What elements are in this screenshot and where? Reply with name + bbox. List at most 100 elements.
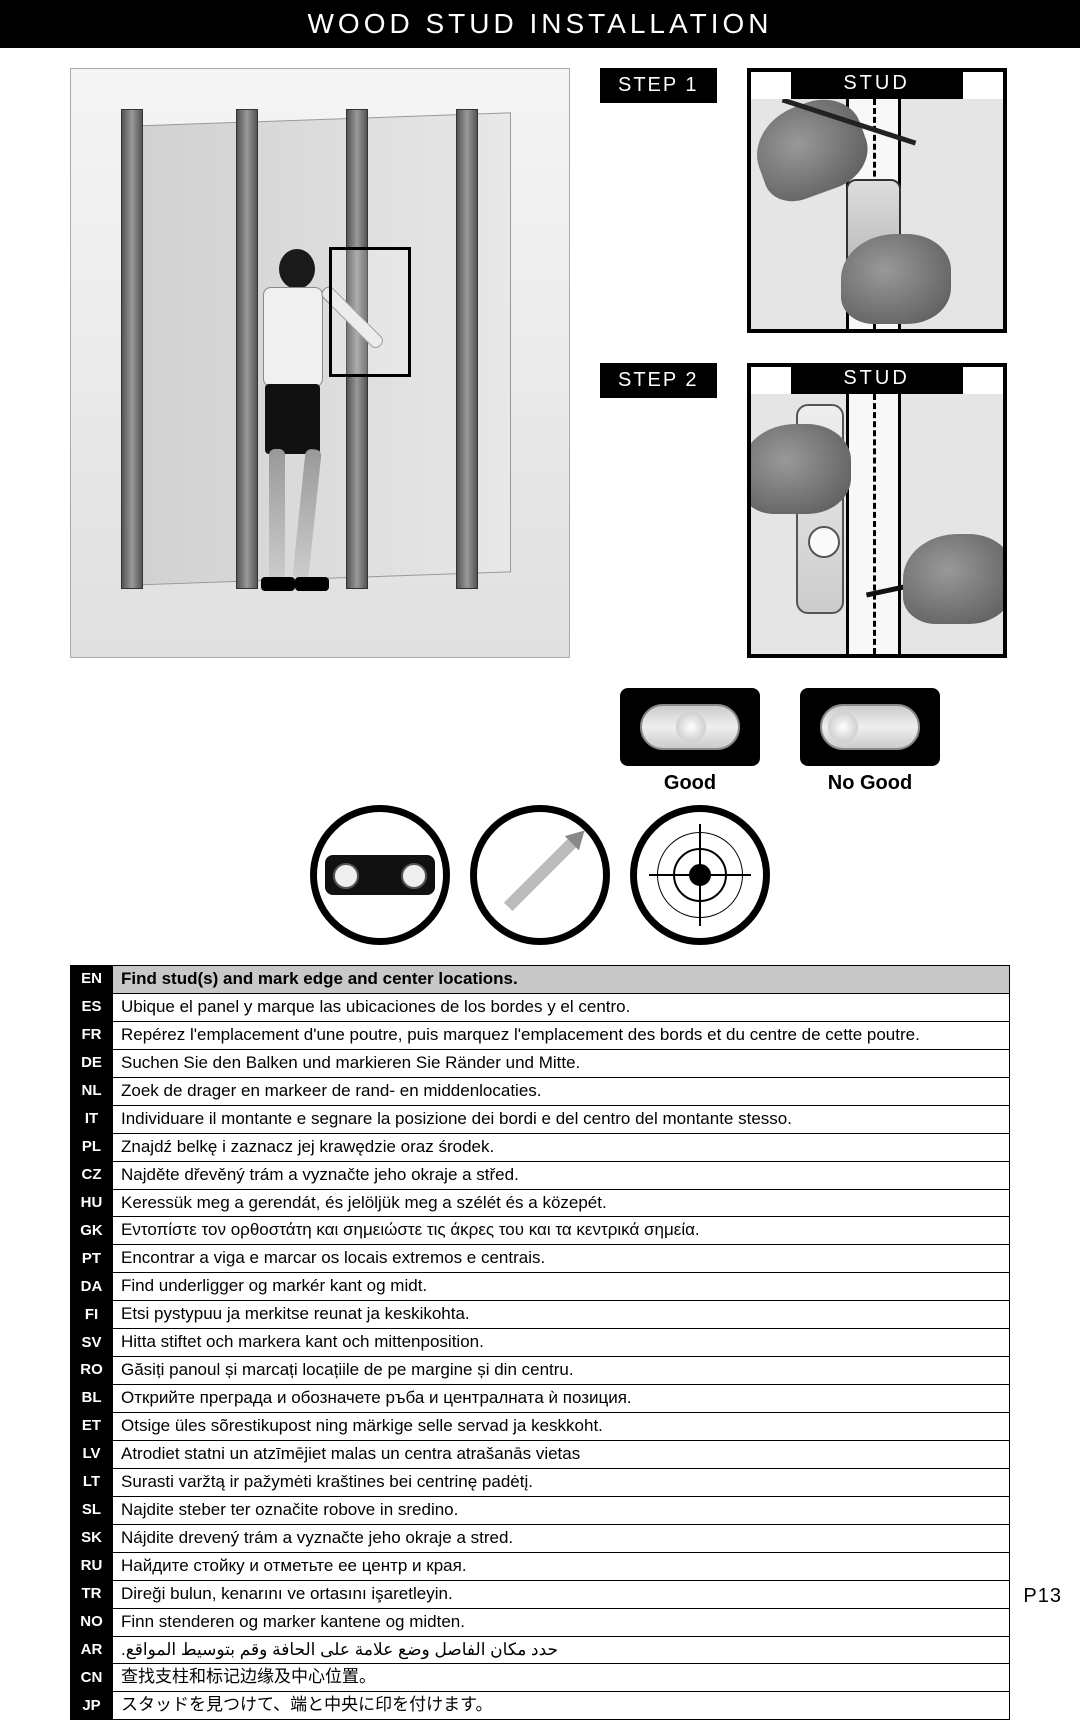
- main-illustration: [70, 68, 570, 658]
- lang-text: حدد مكان الفاصل وضع علامة على الحافة وقم…: [113, 1636, 1010, 1664]
- nogood-example: No Good: [800, 688, 940, 795]
- table-row: DAFind underligger og markér kant og mid…: [71, 1273, 1010, 1301]
- lang-text: Individuare il montante e segnare la pos…: [113, 1105, 1010, 1133]
- lang-text: Открийте преграда и обозначете ръба и це…: [113, 1385, 1010, 1413]
- lang-text: Otsige üles sõrestikupost ning märkige s…: [113, 1413, 1010, 1441]
- step-2-label: STEP 2: [600, 363, 717, 398]
- step-2-block: STEP 2 STUD: [600, 363, 1010, 658]
- lang-code: CZ: [71, 1161, 113, 1189]
- good-nogood-row: Good No Good: [620, 688, 1010, 795]
- lang-code: AR: [71, 1636, 113, 1664]
- table-row: ARحدد مكان الفاصل وضع علامة على الحافة و…: [71, 1636, 1010, 1664]
- lang-code: DA: [71, 1273, 113, 1301]
- lang-code: DE: [71, 1049, 113, 1077]
- translations-table: ENFind stud(s) and mark edge and center …: [70, 965, 1010, 1720]
- lang-code: SV: [71, 1329, 113, 1357]
- page-title: WOOD STUD INSTALLATION: [308, 8, 773, 39]
- table-row: LTSurasti varžtą ir pažymėti kraštines b…: [71, 1468, 1010, 1496]
- lang-text: Zoek de drager en markeer de rand- en mi…: [113, 1077, 1010, 1105]
- page-title-bar: WOOD STUD INSTALLATION: [0, 0, 1080, 48]
- page-number: P13: [1023, 1585, 1062, 1608]
- lang-code: LV: [71, 1440, 113, 1468]
- lang-code: SL: [71, 1496, 113, 1524]
- lang-text: Hitta stiftet och markera kant och mitte…: [113, 1329, 1010, 1357]
- lang-code: GK: [71, 1217, 113, 1245]
- lang-code: NL: [71, 1077, 113, 1105]
- lang-text: Nájdite drevený trám a vyznačte jeho okr…: [113, 1524, 1010, 1552]
- lang-code: HU: [71, 1189, 113, 1217]
- lang-text: Ubique el panel y marque las ubicaciones…: [113, 993, 1010, 1021]
- lang-code: JP: [71, 1692, 113, 1720]
- table-row: ROGăsiți panoul și marcați locațiile de …: [71, 1357, 1010, 1385]
- table-row: HUKeressük meg a gerendát, és jelöljük m…: [71, 1189, 1010, 1217]
- lang-code: PT: [71, 1245, 113, 1273]
- table-row: PLZnajdź belkę i zaznacz jej krawędzie o…: [71, 1133, 1010, 1161]
- lang-code: RU: [71, 1552, 113, 1580]
- table-row: FIEtsi pystypuu ja merkitse reunat ja ke…: [71, 1301, 1010, 1329]
- lang-code: CN: [71, 1664, 113, 1692]
- table-row: ETOtsige üles sõrestikupost ning märkige…: [71, 1413, 1010, 1441]
- tool-icons-row: [70, 805, 1010, 945]
- lang-code: PL: [71, 1133, 113, 1161]
- zoom-indicator-box: [329, 247, 411, 377]
- good-example: Good: [620, 688, 760, 795]
- table-row: SKNájdite drevený trám a vyznačte jeho o…: [71, 1524, 1010, 1552]
- lang-code: IT: [71, 1105, 113, 1133]
- lang-code: LT: [71, 1468, 113, 1496]
- table-row: FRRepérez l'emplacement d'une poutre, pu…: [71, 1021, 1010, 1049]
- lang-code: RO: [71, 1357, 113, 1385]
- step-2-stud-box: STUD: [747, 363, 1007, 658]
- table-row: CN查找支柱和标记边缘及中心位置。: [71, 1664, 1010, 1692]
- step-1-label: STEP 1: [600, 68, 717, 103]
- lang-text: Find underligger og markér kant og midt.: [113, 1273, 1010, 1301]
- lang-text: Εντοπίστε τον ορθοστάτη και σημειώστε τι…: [113, 1217, 1010, 1245]
- table-row: ESUbique el panel y marque las ubicacion…: [71, 993, 1010, 1021]
- lang-code: FI: [71, 1301, 113, 1329]
- lang-code: TR: [71, 1580, 113, 1608]
- table-row: PTEncontrar a viga e marcar os locais ex…: [71, 1245, 1010, 1273]
- lang-text: Najdite steber ter označite robove in sr…: [113, 1496, 1010, 1524]
- stud-header-2: STUD: [791, 363, 963, 394]
- good-label: Good: [620, 772, 760, 795]
- steps-column: STEP 1 STUD STEP 2: [600, 68, 1010, 795]
- upper-illustration-row: STEP 1 STUD STEP 2: [70, 68, 1010, 795]
- lang-text: Znajdź belkę i zaznacz jej krawędzie ora…: [113, 1133, 1010, 1161]
- lang-text: Keressük meg a gerendát, és jelöljük meg…: [113, 1189, 1010, 1217]
- table-row: ITIndividuare il montante e segnare la p…: [71, 1105, 1010, 1133]
- lang-text: スタッドを見つけて、端と中央に印を付けます。: [113, 1692, 1010, 1720]
- table-row: JPスタッドを見つけて、端と中央に印を付けます。: [71, 1692, 1010, 1720]
- lang-code: EN: [71, 966, 113, 994]
- page-content: STEP 1 STUD STEP 2: [0, 48, 1080, 1720]
- lang-text: Find stud(s) and mark edge and center lo…: [113, 966, 1010, 994]
- lang-code: ET: [71, 1413, 113, 1441]
- step-2-illustration: [751, 394, 1003, 654]
- lang-code: ES: [71, 993, 113, 1021]
- lang-text: 查找支柱和标记边缘及中心位置。: [113, 1664, 1010, 1692]
- table-row: SLNajdite steber ter označite robove in …: [71, 1496, 1010, 1524]
- table-row: CZNajděte dřevěný trám a vyznačte jeho o…: [71, 1161, 1010, 1189]
- table-row: BLОткрийте преграда и обозначете ръба и …: [71, 1385, 1010, 1413]
- table-row: NOFinn stenderen og marker kantene og mi…: [71, 1608, 1010, 1636]
- person-illustration: [231, 249, 341, 609]
- bubble-level-good-icon: [620, 688, 760, 766]
- lang-text: Surasti varžtą ir pažymėti kraštines bei…: [113, 1468, 1010, 1496]
- step-1-illustration: [751, 99, 1003, 329]
- lang-code: BL: [71, 1385, 113, 1413]
- step-1-block: STEP 1 STUD: [600, 68, 1010, 333]
- lang-text: Finn stenderen og marker kantene og midt…: [113, 1608, 1010, 1636]
- pencil-tool-icon: [470, 805, 610, 945]
- lang-code: SK: [71, 1524, 113, 1552]
- table-row: NLZoek de drager en markeer de rand- en …: [71, 1077, 1010, 1105]
- table-row: TRDireği bulun, kenarını ve ortasını işa…: [71, 1580, 1010, 1608]
- table-row: LVAtrodiet statni un atzīmējiet malas un…: [71, 1440, 1010, 1468]
- lang-text: Etsi pystypuu ja merkitse reunat ja kesk…: [113, 1301, 1010, 1329]
- lang-text: Encontrar a viga e marcar os locais extr…: [113, 1245, 1010, 1273]
- lang-text: Repérez l'emplacement d'une poutre, puis…: [113, 1021, 1010, 1049]
- step-1-stud-box: STUD: [747, 68, 1007, 333]
- lang-text: Direği bulun, kenarını ve ortasını işare…: [113, 1580, 1010, 1608]
- lang-text: Atrodiet statni un atzīmējiet malas un c…: [113, 1440, 1010, 1468]
- lang-text: Găsiți panoul și marcați locațiile de pe…: [113, 1357, 1010, 1385]
- bubble-level-nogood-icon: [800, 688, 940, 766]
- table-row: RUНайдите стойку и отметьте ее центр и к…: [71, 1552, 1010, 1580]
- lang-text: Suchen Sie den Balken und markieren Sie …: [113, 1049, 1010, 1077]
